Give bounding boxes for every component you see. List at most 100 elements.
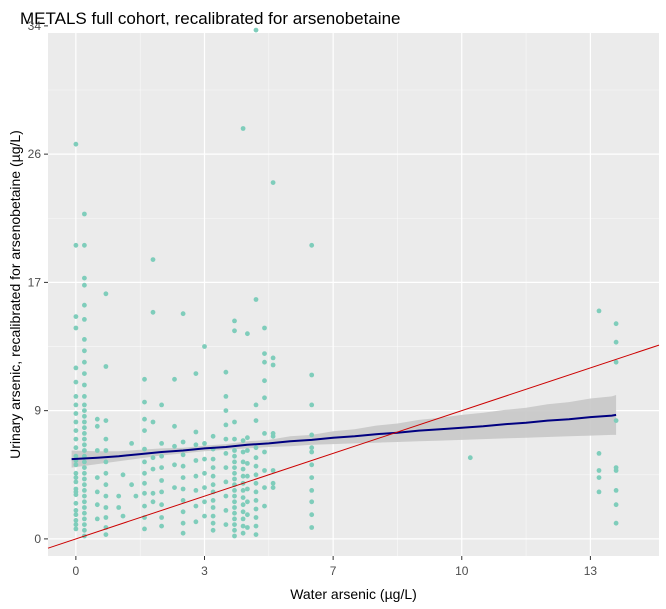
data-point — [103, 436, 109, 442]
data-point — [94, 516, 100, 522]
data-point — [232, 488, 237, 493]
data-point — [82, 493, 87, 499]
data-point — [172, 462, 177, 468]
data-point — [270, 180, 276, 186]
data-point — [262, 351, 267, 356]
data-point — [210, 433, 216, 439]
data-point — [262, 359, 267, 365]
data-point — [232, 459, 237, 465]
data-point — [202, 344, 207, 349]
data-point — [82, 465, 87, 470]
data-point — [180, 530, 186, 536]
y-tick-label: 34 — [28, 19, 42, 33]
data-point — [232, 505, 237, 510]
data-point — [232, 465, 237, 470]
data-point — [262, 468, 267, 473]
data-point — [103, 532, 109, 537]
data-point — [150, 466, 156, 472]
data-point — [82, 436, 87, 442]
data-point — [82, 402, 87, 408]
y-tick-label: 17 — [28, 275, 42, 289]
data-point — [159, 515, 165, 520]
data-point — [82, 394, 87, 399]
data-point — [73, 522, 79, 527]
data-point — [129, 482, 135, 488]
confidence-band-layer — [71, 395, 617, 468]
x-tick-label: 10 — [455, 564, 469, 578]
identity-line-layer — [47, 344, 660, 549]
y-tick-label: 0 — [34, 532, 41, 546]
data-point — [193, 503, 199, 509]
data-point — [596, 308, 602, 314]
y-axis: 0 9 17 26 34 — [28, 19, 48, 546]
data-point — [150, 257, 156, 262]
data-point — [232, 436, 237, 442]
data-point — [253, 472, 259, 478]
data-point — [210, 482, 216, 488]
data-point — [210, 520, 216, 526]
data-point — [103, 448, 109, 453]
data-point — [240, 473, 246, 479]
data-point — [262, 485, 267, 490]
data-point — [142, 470, 147, 476]
data-point — [73, 419, 79, 425]
data-point — [613, 488, 619, 493]
data-point — [193, 429, 199, 435]
data-point — [82, 431, 87, 436]
data-point — [240, 488, 246, 493]
data-point — [262, 449, 267, 455]
data-point — [94, 475, 100, 480]
data-point — [210, 456, 216, 462]
data-point — [245, 461, 250, 466]
data-point — [467, 455, 473, 461]
data-point — [210, 473, 216, 479]
data-point — [82, 359, 87, 365]
data-point — [82, 302, 87, 308]
data-point — [309, 499, 315, 505]
data-point — [613, 321, 619, 327]
plot-panel — [48, 33, 659, 556]
data-point — [142, 459, 147, 465]
data-point — [73, 242, 79, 248]
data-point — [172, 423, 177, 429]
data-point — [202, 470, 207, 476]
data-point — [232, 476, 237, 482]
data-point — [270, 431, 276, 436]
data-point — [180, 452, 186, 458]
data-point — [245, 525, 250, 530]
data-point — [94, 423, 100, 429]
regression-fit-line — [71, 413, 617, 461]
data-point — [172, 443, 177, 449]
data-point — [73, 141, 79, 147]
chart-title: METALS full cohort, recalibrated for ars… — [20, 9, 401, 28]
data-point — [202, 513, 207, 519]
y-tick-label: 26 — [28, 147, 42, 161]
data-point — [73, 453, 79, 459]
data-point — [240, 502, 246, 508]
data-point — [232, 533, 237, 539]
data-point — [73, 402, 79, 408]
data-point — [223, 465, 229, 470]
data-point — [253, 445, 259, 451]
data-point — [73, 526, 79, 532]
data-point — [232, 419, 237, 425]
data-point — [262, 395, 267, 401]
data-point — [82, 382, 87, 388]
data-point — [245, 448, 250, 453]
data-point — [240, 495, 246, 500]
data-point — [103, 364, 109, 369]
data-point — [82, 419, 87, 425]
data-point — [240, 459, 246, 465]
data-point — [133, 493, 139, 499]
data-point — [116, 493, 122, 499]
data-point — [309, 462, 315, 468]
data-point — [253, 27, 259, 33]
data-point — [82, 482, 87, 488]
data-point — [223, 479, 229, 485]
data-point — [82, 275, 87, 281]
data-point — [142, 428, 147, 433]
data-point — [180, 439, 186, 445]
data-point — [202, 441, 207, 446]
data-point — [240, 449, 246, 455]
data-point — [180, 509, 186, 515]
